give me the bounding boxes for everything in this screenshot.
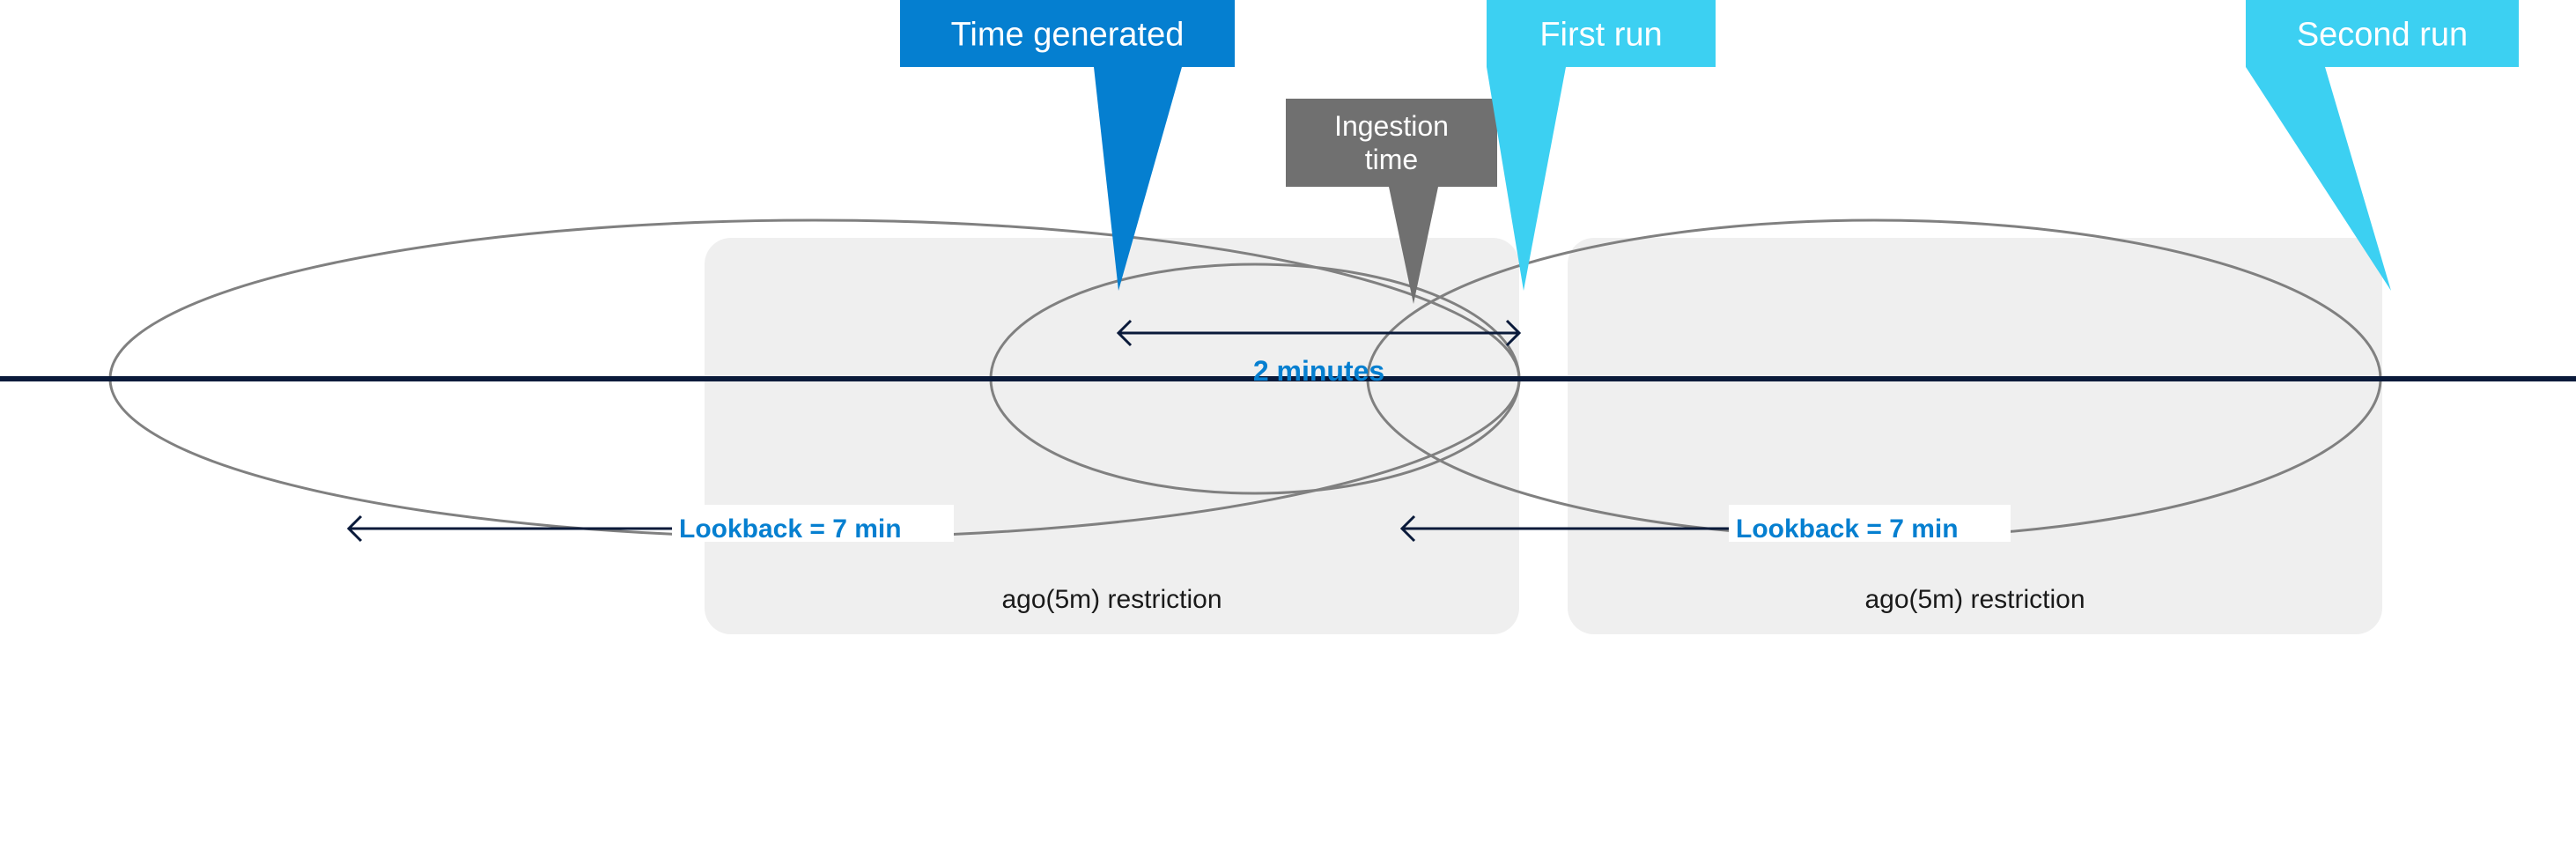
restriction-box <box>1568 238 2382 634</box>
restriction-label: ago(5m) restriction <box>1001 585 1222 614</box>
lookback-right-label: Lookback = 7 min <box>1736 514 1959 544</box>
two-minute-label: 2 minutes <box>1253 355 1384 387</box>
pin-first-run-label: First run <box>1539 16 1662 53</box>
pin-ingestion-label-2: time <box>1365 144 1418 175</box>
lookback-left-label: Lookback = 7 min <box>679 514 902 544</box>
restriction-label: ago(5m) restriction <box>1864 585 2085 614</box>
pin-time-generated-label: Time generated <box>951 16 1185 53</box>
pin-ingestion-label-1: Ingestion <box>1334 110 1449 142</box>
lookback-left-arrow <box>349 516 690 541</box>
pin-second-run-label: Second run <box>2297 16 2468 53</box>
restriction-box <box>705 238 1519 634</box>
